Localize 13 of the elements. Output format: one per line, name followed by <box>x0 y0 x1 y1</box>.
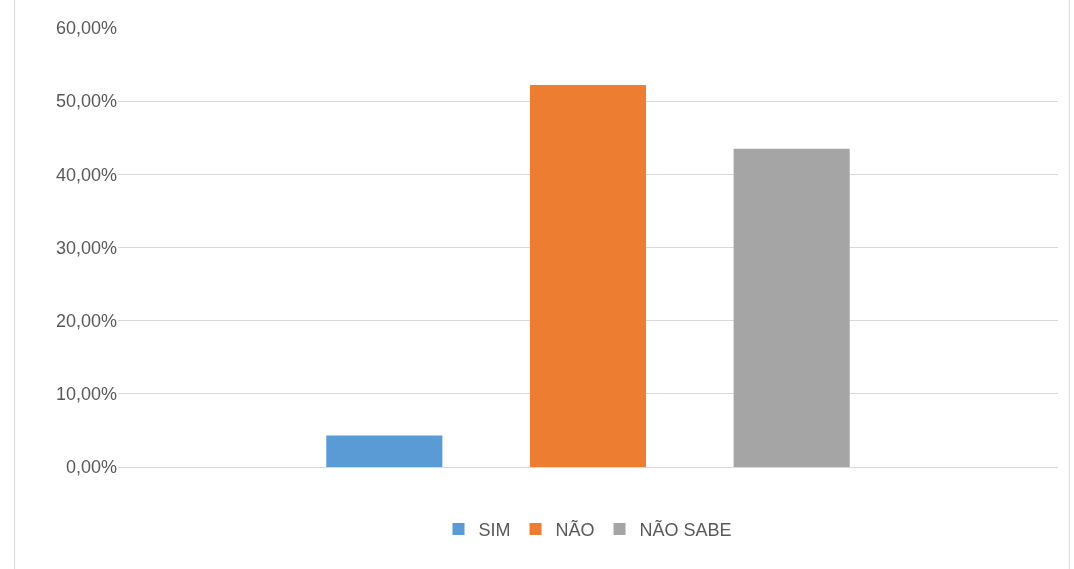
y-tick-label: 60,00% <box>55 18 117 39</box>
bar <box>529 85 647 467</box>
legend-label: NÃO <box>555 519 595 541</box>
bar <box>326 435 443 467</box>
y-tick-label: 50,00% <box>55 91 117 112</box>
bar <box>733 148 850 467</box>
y-tick-label: 30,00% <box>55 237 117 258</box>
y-tick-label: 40,00% <box>55 164 117 185</box>
y-tick-label: 0,00% <box>65 457 117 478</box>
y-tick-label: 20,00% <box>55 310 117 331</box>
legend-label: SIM <box>478 520 511 541</box>
y-tick-label: 10,00% <box>55 384 117 405</box>
legend-label: NÃO SABE <box>639 519 732 541</box>
